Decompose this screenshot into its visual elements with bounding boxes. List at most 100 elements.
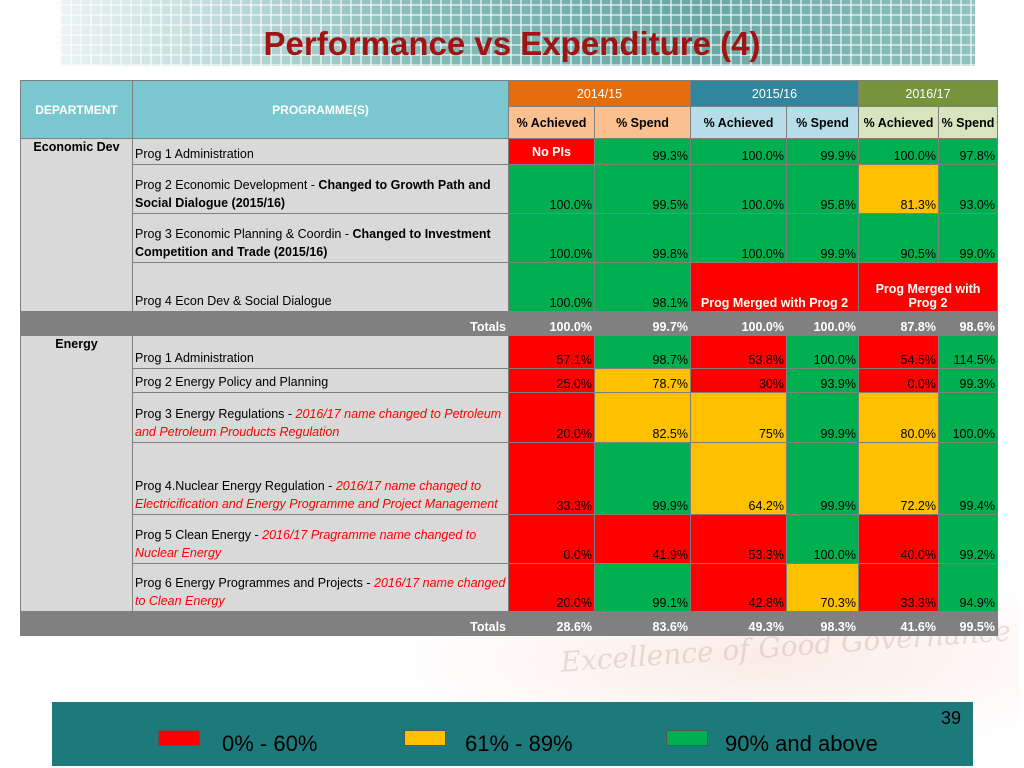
value-cell: 95.8% bbox=[786, 164, 859, 214]
programme-cell: Prog 3 Energy Regulations - 2016/17 name… bbox=[132, 392, 509, 443]
header-spend: % Spend bbox=[786, 106, 859, 139]
table-row: Prog 6 Energy Programmes and Projects - … bbox=[21, 563, 998, 612]
programme-name: Prog 5 Clean Energy - bbox=[135, 528, 263, 542]
value-cell: 53.8% bbox=[690, 335, 787, 369]
value-cell: 33.3% bbox=[508, 442, 595, 515]
value-cell: 100.0% bbox=[786, 335, 859, 369]
legend-swatch-red bbox=[158, 730, 200, 746]
value-cell: 99.9% bbox=[786, 442, 859, 515]
programme-cell: Prog 1 Administration bbox=[132, 138, 509, 165]
header-programmes: PROGRAMME(S) bbox=[132, 80, 509, 139]
value-cell: 98.7% bbox=[594, 335, 691, 369]
value-cell: 42.8% bbox=[690, 563, 787, 612]
total-cell: 49.3% bbox=[690, 611, 787, 636]
table-row: Prog 5 Clean Energy - 2016/17 Pragramme … bbox=[21, 514, 998, 564]
value-cell: 93.9% bbox=[786, 368, 859, 393]
programme-note: 2016/17 name changed to Petroleum and Pe… bbox=[135, 407, 502, 439]
total-cell: 83.6% bbox=[594, 611, 691, 636]
programme-cell: Prog 2 Economic Development - Changed to… bbox=[132, 164, 509, 214]
value-cell: 64.2% bbox=[690, 442, 787, 515]
value-cell: 100.0% bbox=[938, 392, 998, 443]
value-cell: 98.1% bbox=[594, 262, 691, 312]
total-cell: 100.0% bbox=[508, 311, 595, 336]
programme-cell: Prog 4 Econ Dev & Social Dialogue bbox=[132, 262, 509, 312]
table-row: Prog 2 Economic Development - Changed to… bbox=[21, 164, 998, 214]
value-cell: 99.0% bbox=[938, 213, 998, 263]
value-cell: 100.0% bbox=[858, 138, 939, 165]
header-achieved: % Achieved bbox=[690, 106, 787, 139]
value-cell: 94.9% bbox=[938, 563, 998, 612]
value-cell: 33.3% bbox=[858, 563, 939, 612]
value-cell: 53.3% bbox=[690, 514, 787, 564]
value-cell: 99.8% bbox=[594, 213, 691, 263]
value-cell: 99.9% bbox=[786, 213, 859, 263]
header-achieved: % Achieved bbox=[508, 106, 595, 139]
value-cell: 82.5% bbox=[594, 392, 691, 443]
value-cell: 99.9% bbox=[786, 138, 859, 165]
table-row: Economic Dev Prog 1 Administration No PI… bbox=[20, 138, 998, 312]
programme-name: Prog 3 Economic Planning & Coordin - bbox=[135, 227, 353, 241]
header-spend: % Spend bbox=[594, 106, 691, 139]
legend-swatch-amber bbox=[404, 730, 446, 746]
header-spend: % Spend bbox=[938, 106, 998, 139]
value-cell: 99.4% bbox=[938, 442, 998, 515]
value-cell: 70.3% bbox=[786, 563, 859, 612]
value-cell: 100.0% bbox=[786, 514, 859, 564]
value-cell: 99.9% bbox=[594, 442, 691, 515]
programme-cell: Prog 1 Administration bbox=[132, 335, 509, 369]
table-row: Prog 3 Economic Planning & Coordin - Cha… bbox=[21, 213, 998, 263]
value-cell: 93.0% bbox=[938, 164, 998, 214]
value-cell: 81.3% bbox=[858, 164, 939, 214]
merged-cell: Prog Merged with Prog 2 bbox=[858, 262, 998, 312]
header-row-metrics: % Achieved % Spend % Achieved % Spend % … bbox=[21, 106, 998, 139]
programme-note: 2016/17 name changed to Electricificatio… bbox=[135, 479, 498, 511]
header-banner bbox=[60, 0, 975, 66]
programme-name: Prog 4.Nuclear Energy Regulation - bbox=[135, 479, 336, 493]
value-cell: 20.0% bbox=[508, 392, 595, 443]
totals-label: Totals bbox=[20, 611, 509, 636]
programme-cell: Prog 2 Energy Policy and Planning bbox=[132, 368, 509, 393]
total-cell: 87.8% bbox=[858, 311, 939, 336]
header-department: DEPARTMENT bbox=[20, 80, 133, 139]
department-cell: Economic Dev bbox=[20, 138, 133, 312]
value-cell: 40.0% bbox=[858, 514, 939, 564]
value-cell: 57.1% bbox=[508, 335, 595, 369]
legend-label-amber: 61% - 89% bbox=[465, 731, 573, 756]
table-row: Energy Prog 1 Administration 57.1% 98.7%… bbox=[20, 335, 998, 612]
value-cell: 20.0% bbox=[508, 563, 595, 612]
page-number: 39 bbox=[940, 708, 961, 728]
legend-label-green: 90% and above bbox=[725, 731, 878, 756]
programme-name: Prog 6 Energy Programmes and Projects - bbox=[135, 576, 374, 590]
totals-row: Totals 100.0% 99.7% 100.0% 100.0% 87.8% … bbox=[20, 311, 998, 336]
total-cell: 99.7% bbox=[594, 311, 691, 336]
table-row: Prog 3 Energy Regulations - 2016/17 name… bbox=[21, 392, 998, 443]
programme-cell: Prog 4.Nuclear Energy Regulation - 2016/… bbox=[132, 442, 509, 515]
value-cell: 80.0% bbox=[858, 392, 939, 443]
value-cell: 99.5% bbox=[594, 164, 691, 214]
programme-cell: Prog 3 Economic Planning & Coordin - Cha… bbox=[132, 213, 509, 263]
value-cell: 99.3% bbox=[938, 368, 998, 393]
total-cell: 99.5% bbox=[938, 611, 998, 636]
value-cell: 0.0% bbox=[858, 368, 939, 393]
value-cell: 90.5% bbox=[858, 213, 939, 263]
value-cell: 99.1% bbox=[594, 563, 691, 612]
totals-label: Totals bbox=[20, 311, 509, 336]
table-row: Prog 2 Energy Policy and Planning 25.0% … bbox=[21, 368, 998, 393]
value-cell: 114.5% bbox=[938, 335, 998, 369]
table-row: Prog 4 Econ Dev & Social Dialogue 100.0%… bbox=[21, 262, 998, 312]
table-row: Prog 4.Nuclear Energy Regulation - 2016/… bbox=[21, 442, 998, 515]
value-cell: 0.0% bbox=[508, 514, 595, 564]
total-cell: 98.6% bbox=[938, 311, 998, 336]
total-cell: 100.0% bbox=[786, 311, 859, 336]
value-cell: 99.9% bbox=[786, 392, 859, 443]
value-cell: 72.2% bbox=[858, 442, 939, 515]
programme-note: Changed to Growth Path and Social Dialog… bbox=[135, 178, 491, 210]
value-cell: 99.2% bbox=[938, 514, 998, 564]
programme-note: 2016/17 name changed to Clean Energy bbox=[135, 576, 506, 608]
total-cell: 28.6% bbox=[508, 611, 595, 636]
performance-table: DEPARTMENT PROGRAMME(S) 2014/15 2015/16 … bbox=[20, 80, 998, 636]
value-cell: No PIs bbox=[508, 138, 595, 165]
total-cell: 41.6% bbox=[858, 611, 939, 636]
programme-name: Prog 2 Economic Development - bbox=[135, 178, 319, 192]
header-row-years: DEPARTMENT PROGRAMME(S) 2014/15 2015/16 … bbox=[20, 80, 998, 139]
